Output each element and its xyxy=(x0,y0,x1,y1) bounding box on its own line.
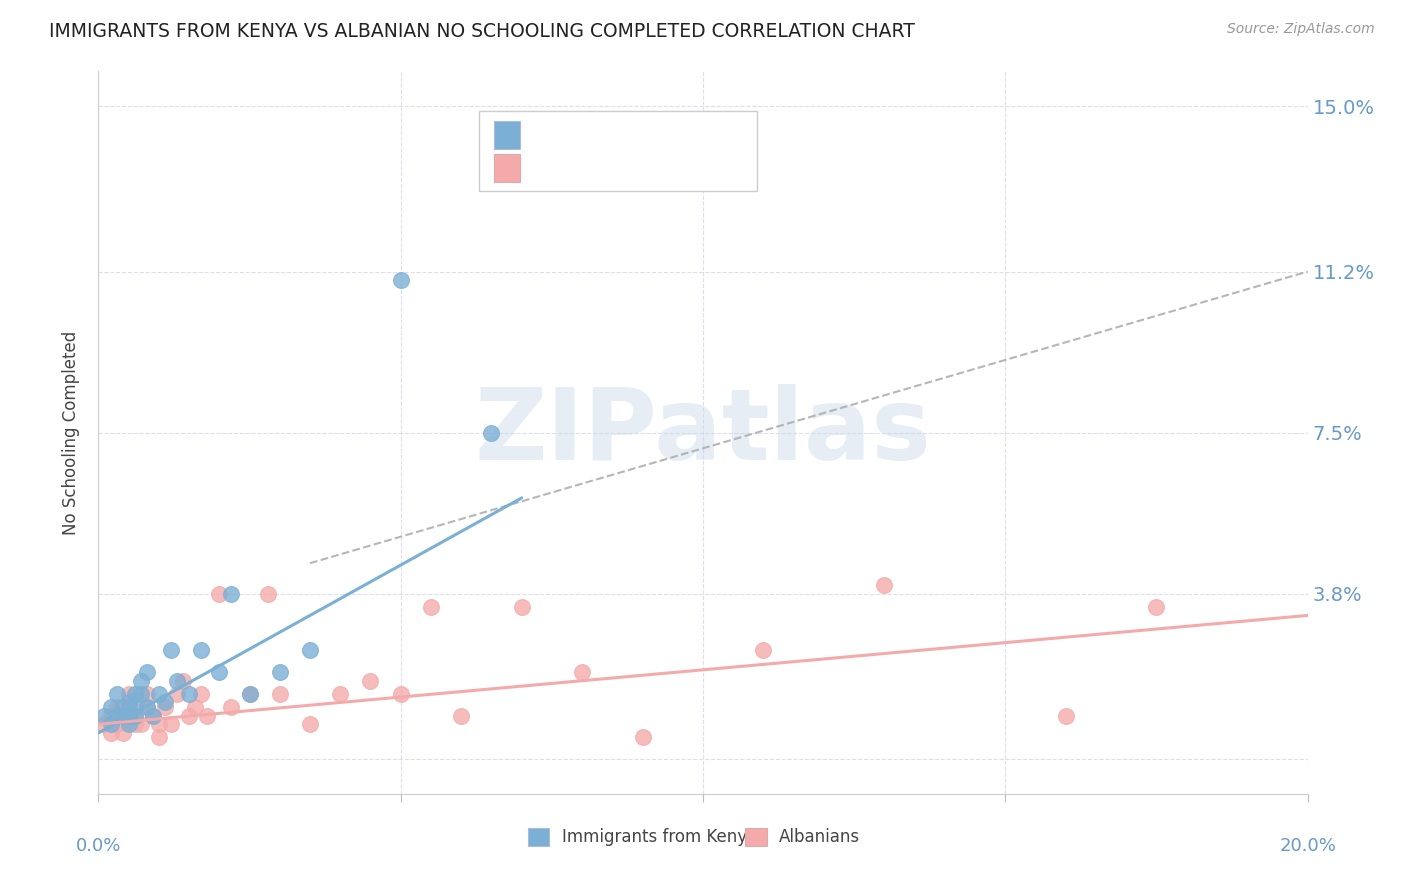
Point xyxy=(100,726,122,740)
Point xyxy=(269,665,291,679)
Point xyxy=(129,673,152,688)
Point xyxy=(389,687,412,701)
Point xyxy=(148,731,170,745)
Point xyxy=(873,578,896,592)
FancyBboxPatch shape xyxy=(527,828,550,846)
Point xyxy=(111,726,134,740)
Point xyxy=(118,699,141,714)
Point xyxy=(142,708,165,723)
Point xyxy=(208,587,231,601)
Text: ZIPatlas: ZIPatlas xyxy=(475,384,931,481)
Text: 0.141: 0.141 xyxy=(578,159,628,178)
Point xyxy=(129,717,152,731)
Point xyxy=(118,717,141,731)
Text: 43: 43 xyxy=(685,159,707,178)
Point xyxy=(299,717,322,731)
Point xyxy=(221,587,243,601)
Point xyxy=(100,708,122,723)
Point xyxy=(172,673,194,688)
Text: Source: ZipAtlas.com: Source: ZipAtlas.com xyxy=(1227,22,1375,37)
Point xyxy=(153,696,176,710)
Point xyxy=(221,699,243,714)
Point xyxy=(752,643,775,657)
Point xyxy=(111,708,134,723)
Text: R =: R = xyxy=(534,126,574,144)
Point xyxy=(166,673,188,688)
Point xyxy=(135,665,157,679)
Point xyxy=(239,687,262,701)
Point xyxy=(105,708,128,723)
Point xyxy=(124,699,146,714)
Point xyxy=(124,687,146,701)
Point xyxy=(299,643,322,657)
FancyBboxPatch shape xyxy=(745,828,768,846)
Point xyxy=(118,687,141,701)
Point xyxy=(360,673,382,688)
Point xyxy=(208,665,231,679)
FancyBboxPatch shape xyxy=(479,112,758,191)
Point xyxy=(510,599,533,614)
Point xyxy=(129,687,152,701)
Point xyxy=(166,687,188,701)
Point xyxy=(190,643,212,657)
Text: 31: 31 xyxy=(685,126,707,144)
Point xyxy=(329,687,352,701)
Point xyxy=(481,425,503,440)
Point xyxy=(179,687,201,701)
Point xyxy=(124,708,146,723)
Point xyxy=(100,717,122,731)
Text: N =: N = xyxy=(630,126,681,144)
Point xyxy=(153,699,176,714)
Point xyxy=(269,687,291,701)
Y-axis label: No Schooling Completed: No Schooling Completed xyxy=(62,331,80,534)
Point xyxy=(571,665,593,679)
Point xyxy=(450,708,472,723)
Point xyxy=(111,708,134,723)
Point xyxy=(105,699,128,714)
Point xyxy=(142,708,165,723)
Text: 0.383: 0.383 xyxy=(578,126,628,144)
Text: Albanians: Albanians xyxy=(779,828,860,846)
Point xyxy=(135,699,157,714)
Point xyxy=(105,687,128,701)
Point xyxy=(184,699,207,714)
Point xyxy=(111,699,134,714)
Point xyxy=(118,696,141,710)
Text: R =: R = xyxy=(534,159,574,178)
Point xyxy=(105,717,128,731)
Text: IMMIGRANTS FROM KENYA VS ALBANIAN NO SCHOOLING COMPLETED CORRELATION CHART: IMMIGRANTS FROM KENYA VS ALBANIAN NO SCH… xyxy=(49,22,915,41)
FancyBboxPatch shape xyxy=(494,121,520,149)
Point xyxy=(124,717,146,731)
Point xyxy=(190,687,212,701)
Text: 20.0%: 20.0% xyxy=(1279,838,1336,855)
Point xyxy=(93,717,115,731)
Point xyxy=(239,687,262,701)
Point xyxy=(1144,599,1167,614)
Point xyxy=(93,708,115,723)
FancyBboxPatch shape xyxy=(494,154,520,182)
Point xyxy=(160,717,183,731)
Point xyxy=(160,643,183,657)
Point xyxy=(420,599,443,614)
Point xyxy=(256,587,278,601)
Point xyxy=(148,717,170,731)
Point xyxy=(148,687,170,701)
Text: N =: N = xyxy=(630,159,681,178)
Point xyxy=(124,708,146,723)
Point xyxy=(631,731,654,745)
Point xyxy=(100,699,122,714)
Point xyxy=(389,273,412,287)
Text: Immigrants from Kenya: Immigrants from Kenya xyxy=(561,828,756,846)
Text: 0.0%: 0.0% xyxy=(76,838,121,855)
Point xyxy=(135,699,157,714)
Point xyxy=(118,708,141,723)
Point xyxy=(179,708,201,723)
Point xyxy=(195,708,218,723)
Point xyxy=(1054,708,1077,723)
Point xyxy=(135,687,157,701)
